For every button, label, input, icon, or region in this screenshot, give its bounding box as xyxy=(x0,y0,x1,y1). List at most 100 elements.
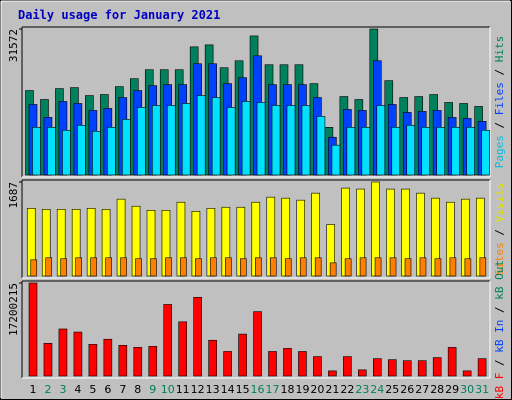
bar xyxy=(284,258,292,277)
legend-separator: / xyxy=(493,353,506,373)
x-tick-label: 14 xyxy=(221,383,235,396)
legend-separator: / xyxy=(493,62,506,82)
bar xyxy=(92,130,101,176)
bar xyxy=(255,257,262,277)
x-tick-label: 31 xyxy=(475,383,489,396)
legend-entry: Visits xyxy=(493,183,506,223)
x-tick-label: 20 xyxy=(310,383,324,396)
legend-entry: Pages xyxy=(493,135,506,168)
bar xyxy=(193,297,202,377)
bar xyxy=(447,347,457,377)
bar xyxy=(208,339,217,377)
legend-entry: Sites xyxy=(493,242,506,275)
bar xyxy=(122,119,131,176)
y-tick-label: 31572 xyxy=(7,29,20,62)
bar xyxy=(151,105,161,176)
bar xyxy=(88,344,98,377)
legend-entry: kB In xyxy=(493,320,506,353)
bar xyxy=(387,359,397,377)
bar xyxy=(47,127,56,176)
bar xyxy=(181,103,191,176)
bar xyxy=(301,105,311,176)
bar xyxy=(180,257,187,277)
bar xyxy=(163,304,173,377)
bar xyxy=(404,258,412,277)
x-tick-label: 29 xyxy=(445,383,459,396)
bar xyxy=(105,257,112,277)
bar xyxy=(406,125,416,176)
bar xyxy=(240,258,247,277)
bar xyxy=(120,257,127,277)
bar xyxy=(62,130,71,176)
bar xyxy=(60,258,67,277)
x-tick-label: 28 xyxy=(430,383,444,396)
x-tick-label: 24 xyxy=(370,383,384,396)
bar xyxy=(150,258,157,277)
bar xyxy=(421,127,431,176)
bar xyxy=(402,360,412,377)
x-tick-label: 26 xyxy=(400,383,414,396)
bar xyxy=(449,257,457,277)
bar xyxy=(28,282,38,377)
bar xyxy=(226,107,236,176)
bar xyxy=(361,127,371,176)
bar xyxy=(417,360,427,377)
bar xyxy=(223,351,232,377)
chart-title: Daily usage for January 2021 xyxy=(18,8,220,22)
bar xyxy=(466,127,475,176)
x-tick-label: 27 xyxy=(415,383,429,396)
bar xyxy=(373,358,382,377)
x-tick-label: 15 xyxy=(236,383,250,396)
bar xyxy=(376,105,386,176)
legend-separator: / xyxy=(493,300,506,320)
bar xyxy=(268,351,277,377)
bar xyxy=(329,262,337,277)
bar xyxy=(328,370,337,377)
bar xyxy=(118,345,128,377)
bar xyxy=(481,130,490,176)
bar xyxy=(316,116,326,176)
bar xyxy=(359,257,367,277)
x-tick-label: 5 xyxy=(89,383,96,396)
x-tick-label: 23 xyxy=(355,383,369,396)
bar xyxy=(256,102,266,176)
bar xyxy=(148,346,158,377)
bar xyxy=(32,127,41,176)
bar xyxy=(133,347,143,377)
bar xyxy=(178,321,187,377)
legend-entry: Files xyxy=(493,82,506,115)
bar xyxy=(283,348,292,377)
bar xyxy=(389,257,397,277)
bar xyxy=(477,358,487,377)
bar xyxy=(464,258,472,277)
bar xyxy=(436,127,445,176)
x-tick-label: 8 xyxy=(134,383,141,396)
bar xyxy=(107,127,116,176)
bar xyxy=(75,257,82,277)
bar xyxy=(344,258,352,277)
bar xyxy=(77,125,86,176)
x-tick-label: 7 xyxy=(119,383,126,396)
x-tick-label: 17 xyxy=(266,383,280,396)
bar xyxy=(30,259,38,277)
bar xyxy=(298,351,307,377)
bar xyxy=(43,342,53,377)
bar xyxy=(374,257,382,277)
bar xyxy=(434,258,442,277)
x-tick-label: 19 xyxy=(295,383,309,396)
y-tick-label: 17200215 xyxy=(7,283,20,336)
x-tick-label: 13 xyxy=(206,383,220,396)
bar xyxy=(419,257,427,277)
bar xyxy=(331,144,341,176)
bar xyxy=(343,356,352,377)
bar xyxy=(462,370,472,377)
legend-separator: / xyxy=(493,222,506,242)
bar xyxy=(195,258,202,277)
bar xyxy=(196,95,206,176)
x-tick-label: 1 xyxy=(30,383,37,396)
bar xyxy=(286,105,296,176)
bar xyxy=(210,257,217,277)
x-tick-label: 21 xyxy=(325,383,339,396)
bar xyxy=(135,258,142,277)
bar xyxy=(58,328,68,377)
